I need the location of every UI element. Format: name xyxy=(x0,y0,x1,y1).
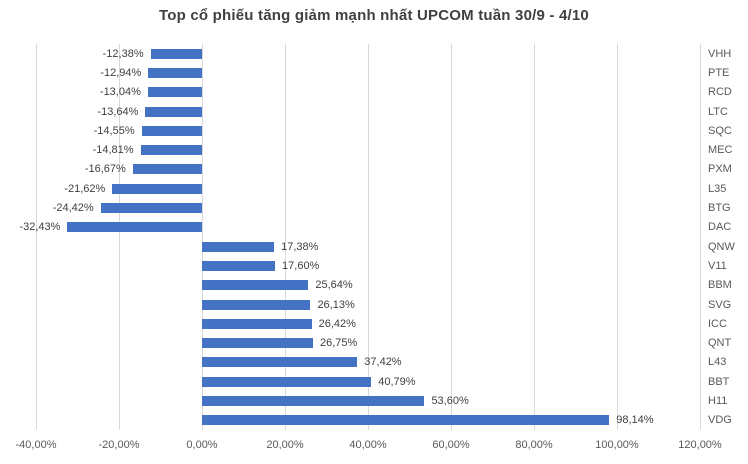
value-label: -13,64% xyxy=(97,105,139,118)
bar-ICC xyxy=(202,318,312,329)
gridline xyxy=(699,44,701,430)
gridline xyxy=(367,44,369,430)
value-label: 98,14% xyxy=(616,414,654,427)
x-tick-label: 40,00% xyxy=(349,439,387,451)
chart-title: Top cổ phiếu tăng giảm mạnh nhất UPCOM t… xyxy=(159,7,589,24)
ticker-label-L35: L35 xyxy=(708,182,727,195)
ticker-label-PXM: PXM xyxy=(708,163,732,176)
value-label: 40,79% xyxy=(378,375,416,388)
ticker-label-VHH: VHH xyxy=(708,47,732,60)
gridline xyxy=(616,44,618,430)
value-label: -12,38% xyxy=(102,47,144,60)
value-label: 25,64% xyxy=(315,279,353,292)
value-label: 37,42% xyxy=(364,356,402,369)
bar-L35 xyxy=(112,183,202,194)
gridline xyxy=(35,44,37,430)
value-label: 26,42% xyxy=(318,317,356,330)
x-tick-label: 100,00% xyxy=(595,439,639,451)
ticker-label-RCD: RCD xyxy=(708,86,732,99)
value-label: -14,55% xyxy=(93,124,135,137)
value-label: -14,81% xyxy=(92,144,134,157)
gridline xyxy=(450,44,452,430)
value-label: -21,62% xyxy=(64,182,106,195)
bar-RCD xyxy=(147,87,202,98)
value-label: -24,42% xyxy=(52,202,94,215)
bar-QNT xyxy=(202,338,313,349)
ticker-label-BBM: BBM xyxy=(708,279,732,292)
gridline xyxy=(201,44,203,430)
bar-LTC xyxy=(145,106,202,117)
x-tick-label: -40,00% xyxy=(15,439,57,451)
x-axis: -40,00% -20,00% 0,00% 20,00% 40,00% 60,00% 80,… xyxy=(16,439,722,455)
ticker-label-L43: L43 xyxy=(708,356,727,369)
value-label: -16,67% xyxy=(84,163,126,176)
x-tick-label: 20,00% xyxy=(266,439,304,451)
gridline xyxy=(533,44,535,430)
bar-QNW xyxy=(202,241,275,252)
x-tick-label: 0,00% xyxy=(186,439,218,451)
ticker-label-ICC: ICC xyxy=(708,317,727,330)
category-axis: VHH PTE RCD LTC SQC MEC PXM L35 BTG DAC QNW V11 BBM S… xyxy=(708,44,748,430)
ticker-label-V11: V11 xyxy=(708,259,727,272)
value-label: -13,04% xyxy=(99,86,141,99)
bar-DAC xyxy=(67,222,202,233)
ticker-label-LTC: LTC xyxy=(708,105,728,118)
gridline xyxy=(284,44,286,430)
x-tick-label: 120,00% xyxy=(678,439,722,451)
value-label: 17,60% xyxy=(282,259,320,272)
bar-BTG xyxy=(100,203,202,214)
x-tick-label: 80,00% xyxy=(515,439,553,451)
ticker-label-QNW: QNW xyxy=(708,240,735,253)
bar-VDG xyxy=(202,415,610,426)
value-label: 26,13% xyxy=(317,298,355,311)
bar-MEC xyxy=(140,145,202,156)
value-label: -32,43% xyxy=(19,221,61,234)
ticker-label-SVG: SVG xyxy=(708,298,732,311)
x-tick-label: 60,00% xyxy=(432,439,470,451)
value-label: 53,60% xyxy=(431,395,469,408)
value-label: -12,94% xyxy=(100,66,142,79)
bar-SVG xyxy=(202,299,311,310)
value-label: 26,75% xyxy=(320,337,358,350)
ticker-label-H11: H11 xyxy=(708,395,728,408)
bar-L43 xyxy=(202,357,358,368)
bar-PTE xyxy=(148,67,202,78)
bar-BBM xyxy=(202,280,309,291)
ticker-label-SQC: SQC xyxy=(708,124,732,137)
bar-SQC xyxy=(141,125,202,136)
gridline xyxy=(118,44,120,430)
bar-VHH xyxy=(150,48,202,59)
ticker-label-MEC: MEC xyxy=(708,144,733,157)
ticker-label-QNT: QNT xyxy=(708,337,732,350)
ticker-label-DAC: DAC xyxy=(708,221,732,234)
x-tick-label: -20,00% xyxy=(98,439,140,451)
ticker-label-VDG: VDG xyxy=(708,414,732,427)
ticker-label-BTG: BTG xyxy=(708,202,731,215)
bar-BBT xyxy=(202,376,372,387)
ticker-label-PTE: PTE xyxy=(708,66,730,79)
value-label: 17,38% xyxy=(281,240,319,253)
ticker-label-BBT: BBT xyxy=(708,375,730,388)
bar-H11 xyxy=(202,396,425,407)
plot-area: -12,38% -12,94% -13,04% -13,64% -14,55% -14,8… xyxy=(19,44,701,430)
bar-V11 xyxy=(202,260,276,271)
bar-PXM xyxy=(132,164,202,175)
